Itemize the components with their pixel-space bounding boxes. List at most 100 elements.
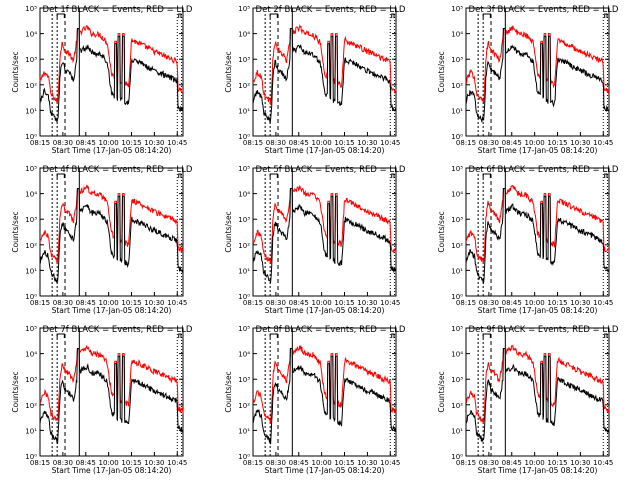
interval-bracket-end <box>178 173 182 178</box>
y-tick-label: 10³ <box>451 376 463 384</box>
y-tick-label: 10³ <box>25 376 37 384</box>
series-line-lld <box>39 184 184 265</box>
y-tick-label: 10⁵ <box>451 5 463 13</box>
series-line-events <box>465 348 610 442</box>
y-tick-label: 10⁴ <box>238 351 250 359</box>
x-tick-label: 08:30 <box>53 139 73 147</box>
x-tick-label: 10:00 <box>99 139 119 147</box>
y-tick-label: 10⁰ <box>25 453 37 461</box>
series-line-lld <box>252 345 397 424</box>
y-axis-label: Counts/sec <box>11 51 20 92</box>
x-tick-label: 08:45 <box>289 459 309 467</box>
y-axis-label: Counts/sec <box>224 371 233 412</box>
x-tick-label: 08:30 <box>53 459 73 467</box>
x-axis-label: Start Time (17-Jan-05 08:14:20) <box>265 306 385 315</box>
x-tick-label: 10:45 <box>593 299 613 307</box>
x-tick-label: 08:15 <box>30 139 50 147</box>
y-tick-label: 10¹ <box>25 107 37 115</box>
y-axis-label: Counts/sec <box>11 371 20 412</box>
plot-frame <box>465 167 610 297</box>
x-tick-label: 10:00 <box>312 139 332 147</box>
x-tick-label: 10:45 <box>593 139 613 147</box>
y-tick-label: 10² <box>238 82 250 90</box>
x-tick-label: 10:30 <box>357 139 377 147</box>
y-tick-label: 10¹ <box>238 427 250 435</box>
chart-title: Det 2f BLACK = Events, RED = LLD <box>256 5 406 15</box>
y-tick-label: 10⁵ <box>451 325 463 333</box>
panel-det-4: Det 4f BLACK = Events, RED = LLD 10⁰ 10¹ 10… <box>11 165 193 315</box>
y-tick-label: 10³ <box>451 216 463 224</box>
plot-frame <box>252 7 397 137</box>
x-tick-label: 10:15 <box>547 459 567 467</box>
y-tick-label: 10⁴ <box>451 191 463 199</box>
x-tick-label: 10:45 <box>380 299 400 307</box>
y-tick-label: 10³ <box>25 56 37 64</box>
series-line-lld <box>39 345 184 422</box>
interval-bracket <box>269 13 278 18</box>
interval-bracket-end <box>391 333 395 338</box>
x-tick-label: 10:15 <box>334 459 354 467</box>
chart-title: Det 3f BLACK = Events, RED = LLD <box>469 5 619 15</box>
series-line-events <box>39 28 184 123</box>
x-tick-label: 08:15 <box>456 139 476 147</box>
y-tick-label: 10² <box>25 82 37 90</box>
series-line-lld <box>252 23 397 105</box>
plot-frame <box>39 167 184 297</box>
x-tick-label: 10:45 <box>167 299 187 307</box>
x-axis-label: Start Time (17-Jan-05 08:14:20) <box>52 146 172 155</box>
x-tick-label: 10:45 <box>593 459 613 467</box>
y-tick-label: 10¹ <box>451 427 463 435</box>
x-tick-label: 08:15 <box>456 459 476 467</box>
x-tick-label: 08:15 <box>243 459 263 467</box>
y-tick-label: 10⁵ <box>25 165 37 173</box>
panel-det-2: Det 2f BLACK = Events, RED = LLD 10⁰ 10¹ 10… <box>224 5 406 155</box>
y-axis-label: Counts/sec <box>437 51 446 92</box>
panel-det-7: Det 7f BLACK = Events, RED = LLD 10⁰ 10¹ 10… <box>11 325 193 475</box>
y-tick-label: 10³ <box>238 56 250 64</box>
y-tick-label: 10² <box>25 242 37 250</box>
y-tick-label: 10² <box>238 402 250 410</box>
chart-title: Det 8f BLACK = Events, RED = LLD <box>256 325 406 335</box>
x-tick-label: 10:00 <box>312 459 332 467</box>
plot-frame <box>252 167 397 297</box>
x-tick-label: 10:00 <box>525 459 545 467</box>
x-axis-label: Start Time (17-Jan-05 08:14:20) <box>478 306 598 315</box>
series-line-events <box>252 188 397 284</box>
chart-title: Det 5f BLACK = Events, RED = LLD <box>256 165 406 175</box>
x-tick-label: 10:15 <box>547 299 567 307</box>
x-axis-label: Start Time (17-Jan-05 08:14:20) <box>478 146 598 155</box>
chart-title: Det 1f BLACK = Events, RED = LLD <box>43 5 193 15</box>
interval-bracket <box>482 333 491 338</box>
interval-bracket <box>482 173 491 178</box>
y-tick-label: 10² <box>238 242 250 250</box>
interval-bracket <box>482 13 491 18</box>
x-tick-label: 10:15 <box>334 139 354 147</box>
x-axis-label: Start Time (17-Jan-05 08:14:20) <box>52 466 172 475</box>
y-tick-label: 10³ <box>25 216 37 224</box>
x-tick-label: 08:15 <box>456 299 476 307</box>
plot-frame <box>465 327 610 457</box>
y-tick-label: 10² <box>451 402 463 410</box>
series-line-events <box>252 348 397 445</box>
y-tick-label: 10² <box>451 82 463 90</box>
y-tick-label: 10⁴ <box>451 31 463 39</box>
x-tick-label: 10:30 <box>357 299 377 307</box>
series-line-lld <box>465 184 610 264</box>
y-axis-label: Counts/sec <box>224 211 233 252</box>
x-tick-label: 08:45 <box>76 139 96 147</box>
series-line-events <box>39 188 184 284</box>
chart-title: Det 6f BLACK = Events, RED = LLD <box>469 165 619 175</box>
y-tick-label: 10⁰ <box>238 133 250 141</box>
x-tick-label: 08:15 <box>243 139 263 147</box>
y-tick-label: 10¹ <box>238 107 250 115</box>
interval-bracket-end <box>391 173 395 178</box>
interval-bracket <box>56 173 65 178</box>
y-axis-label: Counts/sec <box>437 371 446 412</box>
chart-title: Det 9f BLACK = Events, RED = LLD <box>469 325 619 335</box>
interval-bracket-end <box>604 13 608 18</box>
y-axis-label: Counts/sec <box>224 51 233 92</box>
interval-bracket-end <box>391 13 395 18</box>
y-tick-label: 10⁵ <box>238 165 250 173</box>
x-tick-label: 08:30 <box>266 459 286 467</box>
